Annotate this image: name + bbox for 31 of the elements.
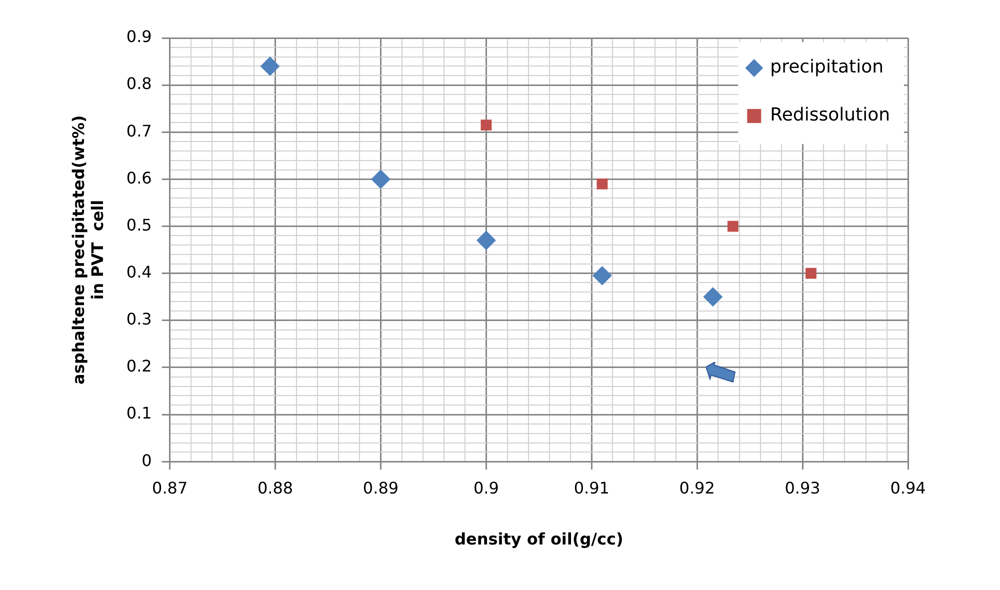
x-tick-label: 0.91 xyxy=(574,478,610,498)
y-tick-label: 0.7 xyxy=(126,121,152,140)
point xyxy=(806,268,816,279)
legend-label: precipitation xyxy=(770,56,884,78)
x-tick-label: 0.93 xyxy=(784,478,820,498)
x-axis-title: density of oil(g/cc) xyxy=(454,530,624,549)
point xyxy=(596,178,608,190)
point xyxy=(476,230,496,250)
point xyxy=(480,120,492,131)
x-tick-label: 0.88 xyxy=(257,478,294,498)
y-tick-label: 0.9 xyxy=(126,27,152,46)
point xyxy=(371,170,390,189)
y-tick-label: 0.4 xyxy=(126,262,152,282)
x-tick-label: 0.87 xyxy=(152,478,188,498)
y-tick-label: 0 xyxy=(142,450,152,470)
point xyxy=(260,56,280,76)
x-tick-label: 0.89 xyxy=(362,478,399,498)
y-axis-title: asphaltene precipitated(wt%) in PVT cell xyxy=(68,115,107,384)
y-tick-label: 0.6 xyxy=(126,168,152,188)
x-tick-label: 0.92 xyxy=(679,478,715,498)
point xyxy=(703,287,722,306)
point xyxy=(592,266,612,286)
point xyxy=(728,220,738,232)
y-tick-label: 0.3 xyxy=(126,310,152,329)
x-tick-label: 0.94 xyxy=(890,478,926,498)
y-tick-label: 0.8 xyxy=(126,74,152,94)
y-tick-label: 0.1 xyxy=(126,404,152,423)
y-tick-label: 0.2 xyxy=(126,356,152,376)
y-tick-label: 0.5 xyxy=(126,215,152,234)
legend-label: Redissolution xyxy=(770,104,890,126)
x-tick-label: 0.9 xyxy=(473,478,499,498)
